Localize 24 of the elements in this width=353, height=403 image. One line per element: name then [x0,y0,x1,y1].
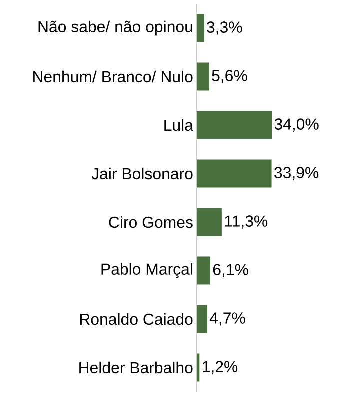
bar [197,354,200,382]
bar [197,256,210,285]
bar [197,208,222,236]
data-label: 1,2% [203,361,238,374]
bar [197,111,272,140]
data-label: 4,7% [210,312,246,326]
y-tick-label: Helder Barbalho [80,362,193,374]
bar [197,160,272,188]
data-label: 6,1% [213,264,248,278]
data-label: 11,3% [225,216,268,229]
data-label: 33,9% [274,167,319,180]
y-tick-label: Ronaldo Caiado [80,313,193,326]
y-tick-label: Lula [164,119,194,132]
y-tick-label: Pablo Marçal [102,263,192,278]
y-tick-label: Nenhum/ Branco/ Nulo [34,70,193,83]
data-label: 3,3% [207,22,242,35]
y-tick-label: Jair Bolsonaro [92,168,193,180]
data-label: 34,0% [274,118,319,132]
data-label: 5,6% [212,70,248,84]
y-tick-label: Ciro Gomes [109,216,193,228]
y-tick-label: Não sabe/ não opinou [38,20,192,36]
bar [197,62,210,91]
bar [197,305,208,334]
bar [197,14,204,42]
